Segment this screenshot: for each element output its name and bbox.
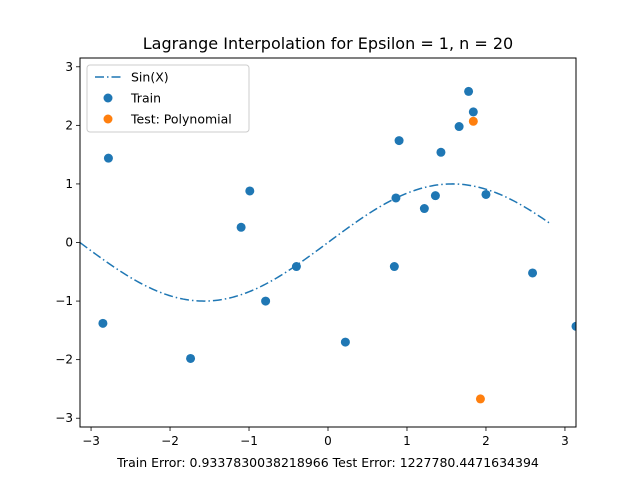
train-point — [236, 222, 246, 232]
train-point — [436, 147, 446, 157]
train-point — [103, 153, 113, 163]
x-tick-label: 0 — [324, 434, 332, 448]
x-tick-label: −1 — [240, 434, 258, 448]
train-point — [419, 204, 429, 214]
train-point — [454, 122, 464, 132]
x-tick-label: 3 — [561, 434, 569, 448]
legend-label: Sin(X) — [131, 70, 169, 85]
x-tick-label: −3 — [82, 434, 100, 448]
train-point — [98, 318, 108, 328]
train-point — [394, 136, 404, 146]
train-point — [340, 337, 350, 347]
sin-curve-line — [80, 183, 550, 302]
train-point — [571, 321, 576, 331]
train-point — [468, 107, 478, 117]
legend-swatch-marker — [103, 93, 113, 103]
y-tick-label: 0 — [65, 236, 73, 250]
train-point — [291, 262, 301, 272]
train-point — [528, 268, 538, 278]
test-polynomial-point — [468, 116, 478, 126]
train-point — [186, 353, 196, 363]
chart-title: Lagrange Interpolation for Epsilon = 1, … — [143, 34, 513, 53]
legend-box — [86, 64, 250, 133]
x-tick-label: 1 — [403, 434, 411, 448]
y-tick-label: 3 — [65, 60, 73, 74]
test-polynomial-point — [475, 394, 485, 404]
y-tick-label: 2 — [65, 118, 73, 132]
y-tick-label: 1 — [65, 177, 73, 191]
train-point — [261, 296, 271, 306]
legend-label: Test: Polynomial — [130, 112, 232, 127]
x-tick-label: 2 — [482, 434, 490, 448]
legend-swatch-marker — [103, 114, 113, 124]
train-point — [245, 186, 255, 196]
train-point — [430, 191, 440, 201]
train-point — [464, 86, 474, 96]
legend-label: Train — [130, 91, 161, 106]
y-tick-label: −2 — [55, 353, 73, 367]
legend: Sin(X) Train Test: Polynomial — [86, 64, 250, 133]
x-tick-label: −2 — [161, 434, 179, 448]
train-point — [389, 262, 399, 272]
train-point — [391, 193, 401, 203]
y-tick-label: −3 — [55, 411, 73, 425]
plot-area — [80, 86, 576, 404]
y-tick-label: −1 — [55, 294, 73, 308]
x-axis-label: Train Error: 0.9337830038218966 Test Err… — [116, 455, 539, 470]
train-point — [481, 189, 491, 199]
